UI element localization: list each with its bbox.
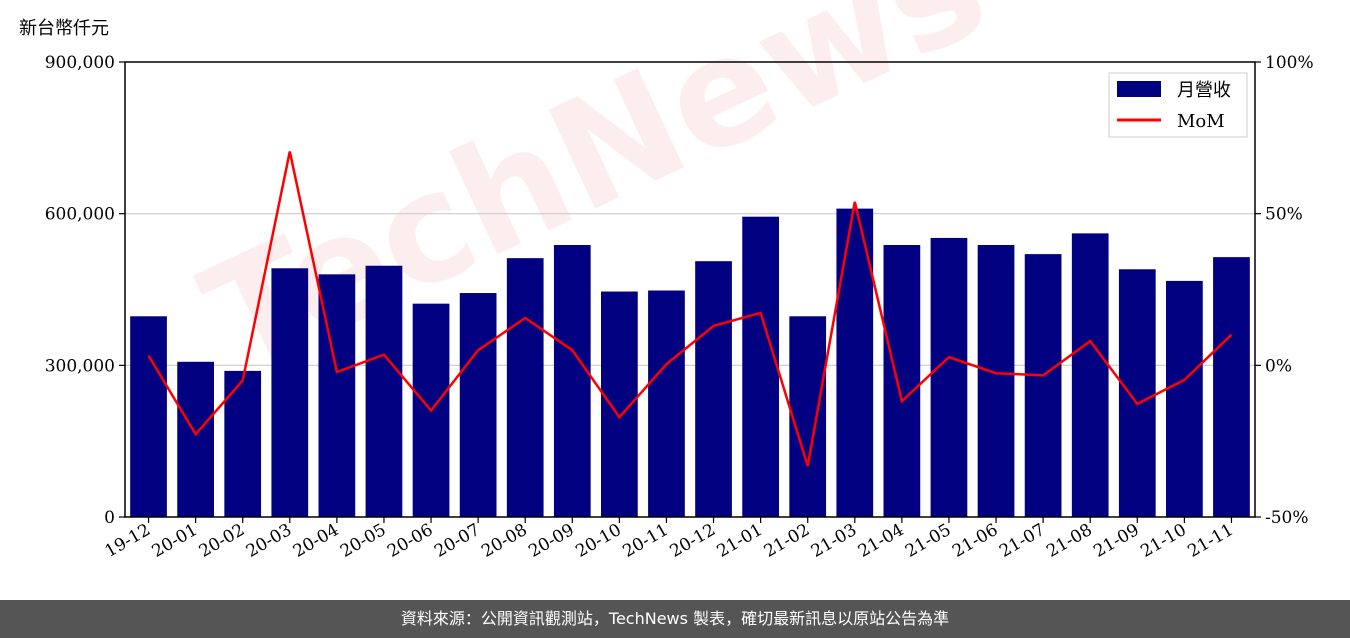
x-tick-label: 21-11 bbox=[1185, 520, 1237, 562]
bar bbox=[365, 265, 403, 517]
legend: 月營收 MoM bbox=[1108, 72, 1248, 138]
y-axis-unit-label: 新台幣仟元 bbox=[19, 18, 109, 39]
x-tick-label: 21-01 bbox=[714, 520, 766, 562]
x-tick-label: 21-02 bbox=[761, 520, 813, 562]
bar bbox=[459, 293, 497, 517]
left-tick-label: 600,000 bbox=[45, 205, 115, 225]
bar bbox=[177, 361, 214, 517]
x-tick-label: 20-06 bbox=[384, 520, 436, 562]
mom-line bbox=[147, 151, 1233, 467]
bar-series bbox=[130, 208, 1250, 517]
bar bbox=[1024, 254, 1062, 517]
x-tick-label: 21-05 bbox=[902, 520, 954, 562]
legend-label-mom: MoM bbox=[1177, 111, 1225, 132]
bar bbox=[977, 245, 1015, 517]
bar bbox=[1118, 269, 1156, 517]
bar bbox=[506, 258, 544, 517]
right-tick-label: 100% bbox=[1265, 53, 1314, 73]
left-tick-label: 0 bbox=[104, 508, 115, 528]
bar bbox=[742, 216, 779, 517]
bar bbox=[789, 316, 827, 517]
x-tick-label: 20-03 bbox=[243, 520, 295, 562]
bar bbox=[130, 316, 167, 517]
plot-frame bbox=[124, 61, 1256, 518]
x-tick-label: 20-12 bbox=[667, 520, 719, 562]
x-tick-label: 20-01 bbox=[149, 520, 201, 562]
source-footer: 資料來源：公開資訊觀測站，TechNews 製表，確切最新訊息以原站公告為準 bbox=[0, 600, 1350, 638]
x-tick-label: 20-10 bbox=[572, 520, 624, 562]
right-tick-label: 0% bbox=[1265, 356, 1292, 376]
bar bbox=[695, 261, 732, 517]
x-tick-label: 20-08 bbox=[478, 520, 530, 562]
x-tick-label: 21-06 bbox=[949, 520, 1001, 562]
x-tick-label: 21-08 bbox=[1043, 520, 1095, 562]
bar bbox=[1166, 280, 1203, 517]
bar bbox=[883, 245, 921, 517]
x-tick-label: 21-04 bbox=[855, 520, 907, 562]
x-tick-label: 20-02 bbox=[196, 520, 248, 562]
x-tick-label: 21-09 bbox=[1090, 520, 1142, 562]
right-tick-label: -50% bbox=[1265, 508, 1309, 528]
left-tick-label: 300,000 bbox=[45, 356, 115, 376]
legend-label-revenue: 月營收 bbox=[1177, 80, 1231, 101]
x-tick-label: 20-07 bbox=[431, 520, 483, 562]
bar bbox=[553, 245, 591, 517]
grid-lines bbox=[125, 213, 1255, 366]
bar bbox=[224, 370, 262, 517]
bar bbox=[648, 290, 685, 517]
bar bbox=[1071, 233, 1109, 517]
x-tick-label: 20-11 bbox=[620, 520, 672, 562]
bar bbox=[930, 237, 968, 517]
left-tick-label: 900,000 bbox=[45, 53, 115, 73]
x-tick-label: 21-07 bbox=[996, 520, 1048, 562]
x-tick-label: 20-05 bbox=[337, 520, 389, 562]
x-tick-label: 20-04 bbox=[290, 520, 342, 562]
bar bbox=[271, 268, 309, 517]
revenue-chart: 0300,000600,000900,000-50%0%50%100%19-12… bbox=[45, 53, 1314, 562]
x-tick-label: 21-10 bbox=[1137, 520, 1189, 562]
legend-bar-swatch bbox=[1117, 81, 1161, 97]
x-tick-label: 20-09 bbox=[525, 520, 577, 562]
right-tick-label: 50% bbox=[1265, 205, 1303, 225]
bar bbox=[1213, 257, 1250, 517]
x-tick-label: 21-03 bbox=[808, 520, 860, 562]
bar bbox=[836, 208, 874, 517]
